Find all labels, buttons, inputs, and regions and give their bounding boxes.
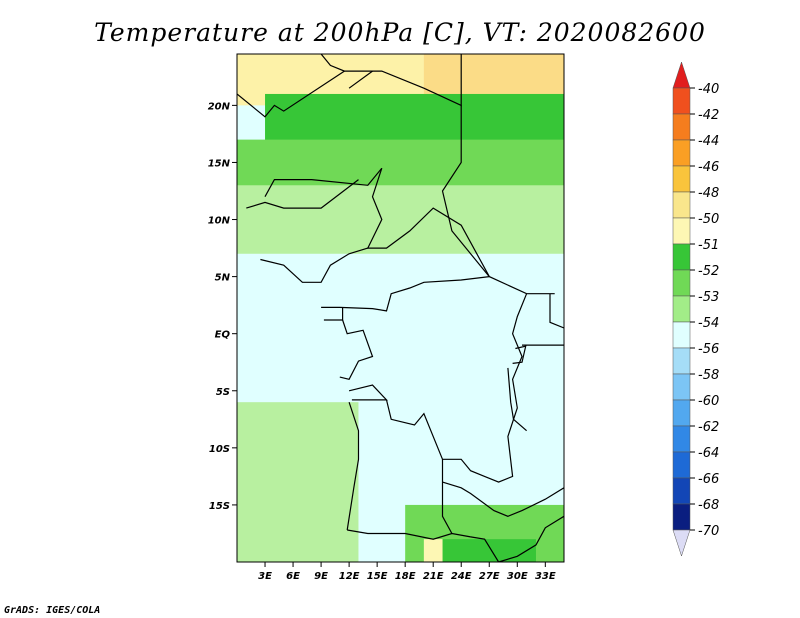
- colorbar-label: -44: [698, 134, 719, 149]
- colorbar-label: -46: [698, 160, 719, 175]
- colorbar-swatch: [672, 529, 691, 557]
- colorbar-swatch: [672, 139, 691, 167]
- colorbar-swatch: [672, 87, 691, 115]
- colorbar-swatch: [672, 243, 691, 271]
- colorbar-label: -68: [698, 498, 719, 513]
- y-axis-ticks: 20N 15N 10N 5N EQ 5S 10S 15S: [208, 101, 237, 512]
- y-tick-label: 15N: [208, 158, 231, 169]
- border-line-7: [260, 247, 368, 283]
- y-tick-label: EQ: [215, 330, 231, 341]
- x-tick-label: 15E: [367, 571, 388, 582]
- border-line-5: [246, 179, 359, 209]
- colorbar-swatch: [672, 61, 691, 89]
- map-field: [237, 54, 564, 562]
- y-tick-label: 5N: [215, 273, 231, 284]
- border-line-2: [348, 70, 373, 89]
- colorbar-swatch: [672, 113, 691, 141]
- colorbar-label: -53: [698, 290, 719, 305]
- colorbar-label: -40: [698, 82, 719, 97]
- border-line-6: [366, 168, 490, 277]
- colorbar-swatch: [672, 503, 691, 531]
- border-line-16: [442, 481, 564, 517]
- border-line-12: [385, 293, 528, 483]
- colorbar-swatch: [672, 217, 691, 245]
- colorbar-swatch: [672, 321, 691, 349]
- border-line-8: [321, 276, 490, 312]
- colorbar-swatch: [672, 477, 691, 505]
- x-tick-label: 33E: [535, 571, 556, 582]
- y-tick-label: 10S: [209, 444, 230, 455]
- colorbar-label: -58: [698, 368, 719, 383]
- border-line-3: [237, 70, 345, 118]
- x-tick-label: 27E: [479, 571, 500, 582]
- chart-title: Temperature at 200hPa [C], VT: 202008260…: [94, 18, 706, 47]
- colorbar-label: -52: [698, 264, 719, 279]
- x-tick-label: 21E: [423, 571, 444, 582]
- colorbar-label: -60: [698, 394, 719, 409]
- map-frame: [236, 53, 565, 563]
- border-line-20: [512, 345, 527, 364]
- credit-label: GrADS: IGES/COLA: [4, 605, 100, 616]
- y-tick-label: 15S: [209, 501, 230, 512]
- colorbar-swatch: [672, 295, 691, 323]
- border-line-21: [507, 367, 527, 432]
- y-tick-label: 5S: [216, 387, 230, 398]
- x-tick-label: 6E: [286, 571, 300, 582]
- field-region-8: [442, 539, 536, 562]
- colorbar-label: -48: [698, 186, 719, 201]
- colorbar-label: -62: [698, 420, 719, 435]
- colorbar-swatch: [672, 191, 691, 219]
- border-line-17: [470, 515, 564, 562]
- x-tick-label: 9E: [314, 571, 328, 582]
- colorbar-swatch: [672, 451, 691, 479]
- colorbar-label: -54: [698, 316, 719, 331]
- x-tick-label: 12E: [339, 571, 360, 582]
- colorbar-label: -66: [698, 472, 719, 487]
- x-axis-ticks: 3E 6E 9E 12E 15E 18E 21E 24E 27E 30E 33E: [258, 562, 556, 582]
- country-borders: [237, 54, 564, 562]
- colorbar-swatch: [672, 165, 691, 193]
- x-tick-label: 3E: [258, 571, 272, 582]
- border-line-14: [347, 529, 471, 540]
- border-line-13: [346, 402, 360, 531]
- border-line-19: [549, 293, 564, 329]
- colorbar-label: -56: [698, 342, 719, 357]
- field-region-4: [237, 185, 564, 266]
- colorbar-swatch: [672, 425, 691, 453]
- y-tick-label: 20N: [208, 101, 231, 112]
- field-region-1: [423, 54, 564, 94]
- x-tick-label: 18E: [395, 571, 416, 582]
- colorbar-swatch: [672, 347, 691, 375]
- y-tick-label: 10N: [208, 216, 231, 227]
- x-tick-label: 24E: [451, 571, 472, 582]
- field-region-9: [423, 539, 443, 562]
- field-region-6: [237, 402, 359, 562]
- colorbar-label: -50: [698, 212, 719, 227]
- border-line-15: [441, 459, 453, 534]
- border-line-11: [348, 384, 388, 401]
- x-tick-label: 30E: [507, 571, 528, 582]
- colorbar-swatch: [672, 269, 691, 297]
- colorbar-swatch: [672, 399, 691, 427]
- colorbar-label: -64: [698, 446, 719, 461]
- colorbar-label: -42: [698, 108, 719, 123]
- colorbar-swatch: [672, 373, 691, 401]
- border-line-10: [339, 319, 374, 380]
- border-line-4: [264, 167, 383, 197]
- colorbar: -40 -42 -44 -46 -48 -50 -51 -52 -53 -54 -56 -58 -60 -…: [672, 61, 719, 557]
- colorbar-label: -51: [698, 238, 719, 253]
- colorbar-label: -70: [698, 524, 719, 539]
